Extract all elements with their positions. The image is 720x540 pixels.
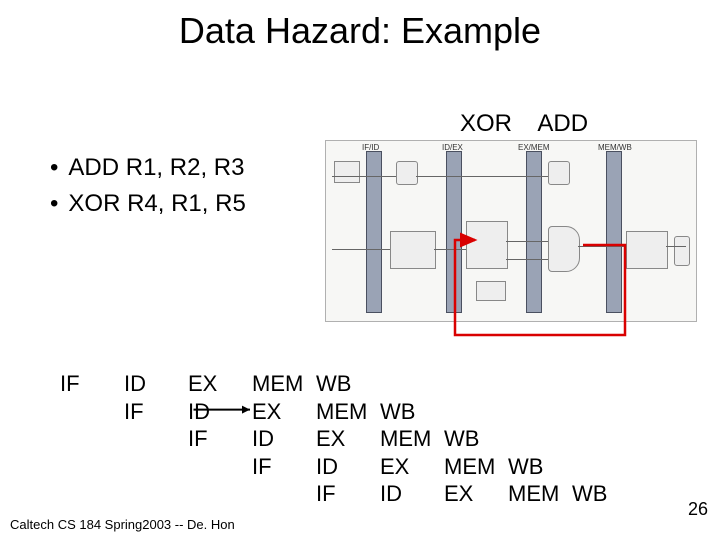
stage-label: EX/MEM [518,143,550,152]
cascade-cell: EX [316,425,345,453]
add-label: ADD [537,110,588,137]
branch-adder [548,161,570,185]
cascade-cell: IF [252,453,272,481]
bullet-dot: • [50,186,58,222]
stage-label: MEM/WB [598,143,632,152]
register-file [466,221,508,269]
adder [396,161,418,185]
xor-label: XOR [460,110,512,137]
stage-label: IF/ID [362,143,379,152]
bullet-text: ADD R1, R2, R3 [68,150,244,186]
cascade-cell: IF [188,425,208,453]
instruction-memory [390,231,436,269]
cascade-cell: EX [444,480,473,508]
cascade-cell: WB [444,425,479,453]
pipeline-register [606,151,622,313]
cascade-cell: MEM [508,480,559,508]
cascade-cell: IF [60,370,80,398]
cascade-cell: WB [508,453,543,481]
footer-attribution: Caltech CS 184 Spring2003 -- De. Hon [10,517,235,532]
cascade-cell: MEM [316,398,367,426]
stage-label: ID/EX [442,143,463,152]
cascade-cell: IF [316,480,336,508]
cascade-cell: ID [380,480,402,508]
cascade-cell: ID [124,370,146,398]
cascade-cell: WB [316,370,351,398]
cascade-cell: ID [188,398,210,426]
cascade-cell: IF [124,398,144,426]
sign-extend [476,281,506,301]
bullet-dot: • [50,150,58,186]
cascade-cell: WB [572,480,607,508]
cascade-cell: WB [380,398,415,426]
alu [548,226,580,272]
stage-where-labels: XOR ADD [460,110,608,138]
page-number: 26 [688,499,708,520]
cascade-cell: EX [380,453,409,481]
data-memory [626,231,668,269]
bullet-row: • ADD R1, R2, R3 [50,150,246,186]
pc-block [334,161,360,183]
cascade-cell: EX [188,370,217,398]
bullet-row: • XOR R4, R1, R5 [50,186,246,222]
cascade-cell: ID [316,453,338,481]
pipeline-cascade: IFIDEXMEMWBIFIDEXMEMWBIFIDEXMEMWBIFIDEXM… [60,370,700,508]
cascade-cell: ID [252,425,274,453]
instruction-bullets: • ADD R1, R2, R3 • XOR R4, R1, R5 [50,150,246,222]
slide-title: Data Hazard: Example [0,10,720,52]
cascade-cell: MEM [252,370,303,398]
wb-mux [674,236,690,266]
cascade-cell: MEM [444,453,495,481]
pipeline-diagram: IF/ID ID/EX EX/MEM MEM/WB [325,140,697,322]
cascade-cell: MEM [380,425,431,453]
bullet-text: XOR R4, R1, R5 [68,186,245,222]
cascade-cell: EX [252,398,281,426]
